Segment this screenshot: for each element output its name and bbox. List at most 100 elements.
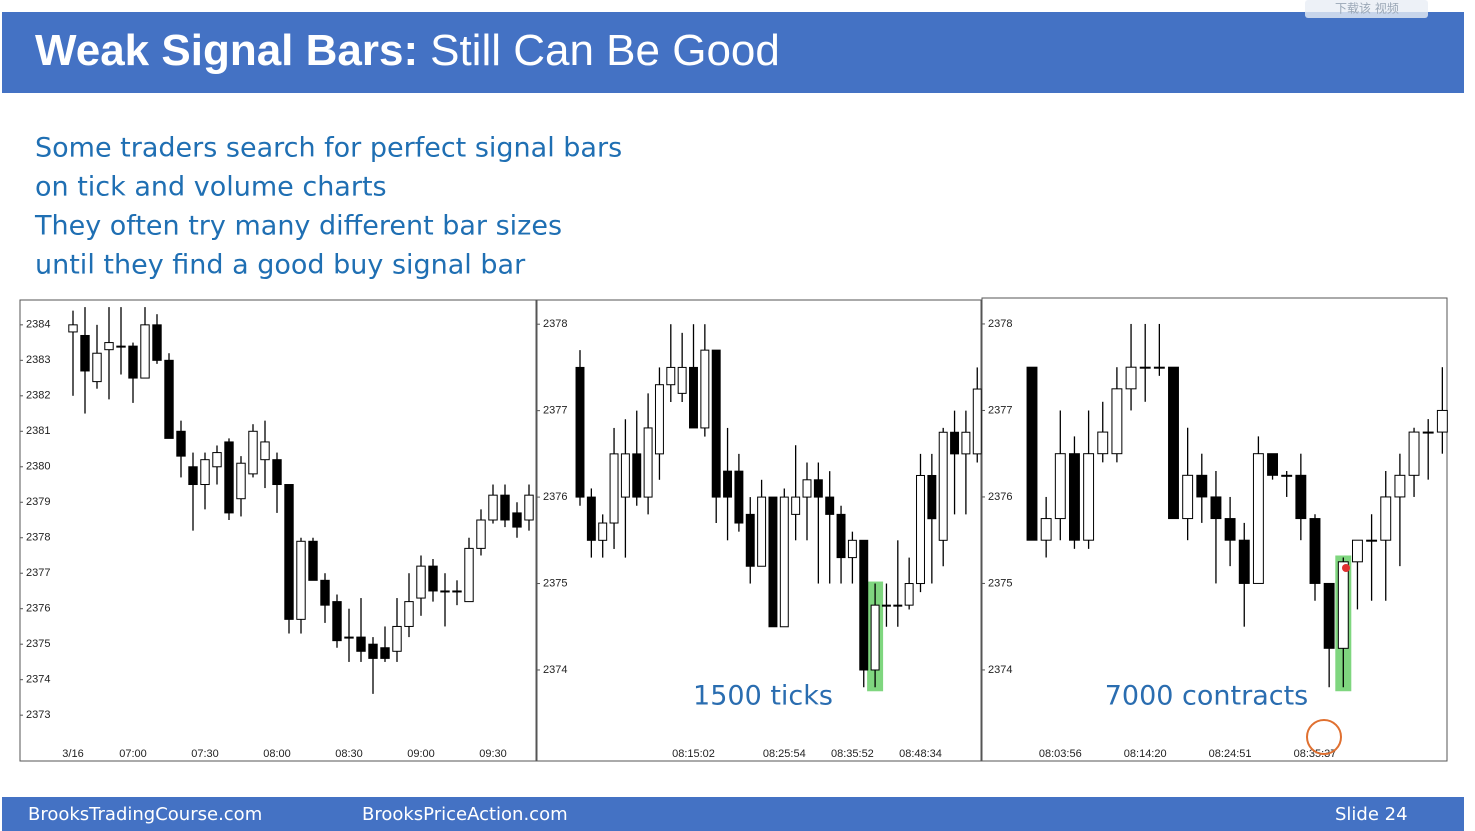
- candle-body: [1380, 496, 1392, 541]
- y-tick-label: 2378: [26, 532, 50, 544]
- candle-body: [586, 496, 596, 541]
- candle-body: [260, 441, 270, 461]
- text-line: Some traders search for perfect signal b…: [35, 133, 622, 164]
- candle-body: [734, 470, 744, 524]
- footer-site: BrooksPriceAction.com: [362, 804, 568, 825]
- x-tick-label: 08:00: [263, 748, 291, 760]
- candle-body: [1224, 518, 1236, 541]
- x-tick-label: 08:24:51: [1209, 748, 1252, 760]
- candle-body: [464, 547, 474, 603]
- y-tick-label: 2379: [26, 496, 50, 508]
- x-tick-label: 08:14:20: [1124, 748, 1167, 760]
- y-tick-label: 2384: [26, 319, 50, 331]
- slide-title: Weak Signal Bars: Still Can Be Good: [35, 26, 780, 75]
- x-tick-label: 08:03:56: [1039, 748, 1082, 760]
- candle-body: [950, 431, 960, 455]
- candle-body: [1238, 539, 1250, 584]
- candle-body: [847, 539, 857, 559]
- candle-body: [598, 522, 608, 541]
- candle-body: [92, 352, 102, 383]
- candle-body: [404, 601, 414, 627]
- candle-body: [224, 441, 234, 514]
- candle-body: [512, 512, 522, 528]
- candle-body: [1366, 539, 1378, 542]
- slide-number: Slide 24: [1335, 804, 1408, 825]
- y-tick-label: 2378: [543, 318, 567, 330]
- y-tick-label: 2375: [543, 577, 567, 589]
- candle-body: [632, 453, 642, 498]
- y-tick-label: 2377: [543, 405, 567, 417]
- candle-body: [284, 484, 294, 620]
- candle-body: [332, 601, 342, 642]
- candle-body: [1153, 366, 1165, 369]
- candle-body: [779, 496, 789, 628]
- candle-body: [1196, 474, 1208, 498]
- candle-body: [524, 494, 534, 521]
- candle-body: [961, 431, 971, 455]
- candle-body: [356, 636, 366, 652]
- candle-body: [296, 540, 306, 620]
- candle-body: [1295, 474, 1307, 520]
- annotation: 1500 ticks: [693, 681, 833, 712]
- candle-body: [768, 496, 778, 628]
- footer-site: BrooksTradingCourse.com: [28, 804, 262, 825]
- candle-body: [1408, 431, 1420, 476]
- candle-body: [140, 324, 150, 379]
- candle-body: [320, 579, 330, 606]
- candle-body: [972, 388, 982, 455]
- candle-body: [1083, 453, 1095, 541]
- x-tick-label: 08:35:52: [831, 748, 874, 760]
- plot-area: [19, 299, 537, 762]
- candle-body: [368, 643, 378, 659]
- candle-body: [689, 366, 698, 429]
- y-tick-label: 2376: [26, 603, 50, 615]
- candle-body: [938, 431, 948, 541]
- overlay-box: [1305, 0, 1428, 18]
- candle-body: [1394, 474, 1406, 498]
- candle-body: [104, 342, 114, 351]
- candle-body: [188, 466, 198, 486]
- x-tick-label: 07:30: [191, 748, 219, 760]
- y-tick-label: 2376: [988, 491, 1012, 503]
- overlay-text: 下载该 视频: [1335, 1, 1399, 16]
- title-bold: Weak Signal Bars:: [35, 26, 418, 75]
- candle-body: [1281, 474, 1293, 477]
- candle-body: [813, 479, 823, 498]
- x-tick-label: 08:30: [335, 748, 363, 760]
- plot-area: [981, 297, 1448, 762]
- x-tick-label: 07:00: [119, 748, 147, 760]
- x-tick-label: 08:15:02: [672, 748, 715, 760]
- candle-body: [416, 565, 426, 599]
- x-tick-label: 09:30: [479, 748, 507, 760]
- candle-body: [452, 590, 462, 593]
- marker-dot: [1342, 564, 1350, 572]
- candle-body: [380, 647, 390, 659]
- candle-body: [1337, 561, 1349, 649]
- candle-body: [392, 625, 402, 652]
- candle-body: [893, 604, 903, 607]
- x-tick-label: 3/16: [62, 748, 83, 760]
- y-tick-label: 2381: [26, 425, 50, 437]
- footer-bar: [2, 797, 1464, 831]
- text-line: on tick and volume charts: [35, 172, 387, 203]
- chart: 2374 2375 2376 2377 2378 08:15:02 08:25:54 08:3…: [536, 299, 982, 762]
- x-tick-label: 08:35:37: [1294, 748, 1337, 760]
- candle-body: [476, 519, 486, 549]
- candle-body: [791, 496, 801, 515]
- candle-body: [870, 604, 880, 671]
- candle-body: [164, 359, 174, 439]
- candle-body: [927, 474, 937, 520]
- candle-body: [428, 565, 438, 592]
- candle-body: [488, 494, 498, 521]
- y-tick-label: 2374: [26, 674, 50, 686]
- y-tick-label: 2375: [988, 577, 1012, 589]
- cursor-ring: [1306, 719, 1342, 755]
- candle-body: [1068, 453, 1080, 541]
- candle-body: [859, 539, 869, 671]
- candle-body: [666, 366, 676, 386]
- y-tick-label: 2374: [988, 664, 1012, 676]
- candle-body: [308, 540, 318, 581]
- candle-body: [1111, 388, 1123, 455]
